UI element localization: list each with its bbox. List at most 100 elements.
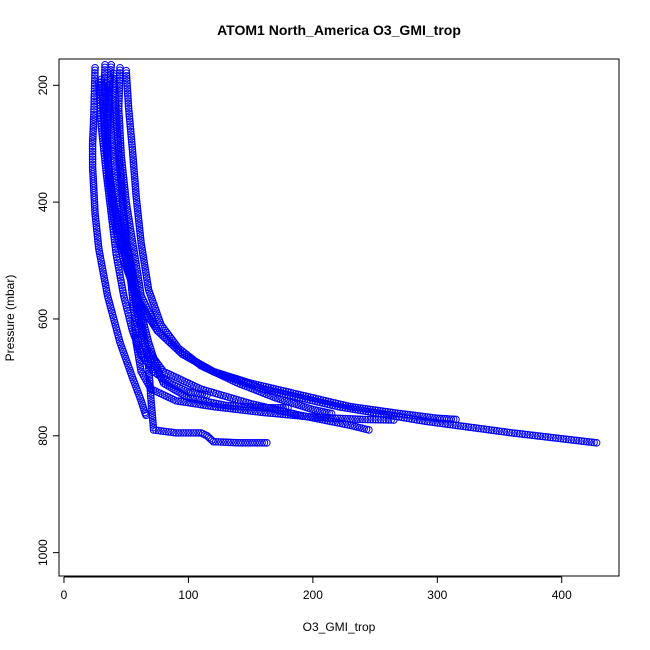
data-point — [401, 410, 409, 419]
data-point — [131, 185, 140, 193]
data-point — [528, 431, 537, 440]
data-point — [107, 128, 116, 136]
data-point — [149, 426, 158, 434]
data-point — [89, 115, 98, 124]
x-tick-label: 100 — [178, 588, 198, 602]
data-point — [135, 224, 144, 233]
data-point — [111, 96, 119, 105]
data-point — [127, 135, 136, 144]
data-point — [365, 426, 373, 434]
data-point — [108, 220, 117, 228]
data-point — [147, 399, 156, 407]
data-point — [388, 408, 397, 417]
data-point — [109, 145, 117, 154]
data-point — [379, 416, 388, 424]
data-point — [96, 104, 105, 112]
data-point — [416, 412, 424, 420]
data-point — [106, 202, 115, 210]
data-point — [389, 416, 398, 424]
data-point — [539, 432, 547, 441]
data-point — [135, 222, 144, 230]
data-point — [89, 120, 98, 129]
data-point — [105, 96, 114, 104]
data-point — [152, 426, 160, 435]
data-point — [89, 132, 97, 141]
data-point — [112, 116, 121, 125]
data-point — [406, 411, 414, 419]
data-point — [91, 69, 99, 77]
data-point — [182, 429, 190, 437]
data-point — [497, 427, 506, 436]
data-point — [391, 409, 399, 417]
data-point — [112, 177, 121, 186]
data-point — [138, 244, 146, 252]
data-point — [105, 88, 113, 97]
data-point — [258, 439, 266, 447]
data-point — [126, 125, 135, 133]
data-point — [172, 396, 180, 405]
data-point — [88, 158, 97, 166]
data-point — [112, 174, 121, 183]
data-point — [122, 74, 131, 83]
data-point — [159, 379, 168, 388]
data-point — [89, 130, 97, 138]
data-point — [149, 418, 157, 427]
data-point — [106, 115, 115, 124]
data-point — [107, 210, 116, 218]
data-point — [241, 439, 250, 447]
data-point — [387, 416, 395, 424]
data-point — [139, 253, 148, 262]
data-point — [111, 104, 120, 112]
data-point — [179, 429, 188, 437]
data-point — [113, 179, 121, 188]
data-point — [99, 142, 108, 150]
data-point — [94, 242, 103, 251]
data-point — [485, 425, 493, 434]
data-point — [373, 406, 382, 415]
data-point — [110, 87, 119, 95]
data-point — [505, 428, 514, 437]
data-point — [101, 164, 110, 172]
data-point — [130, 165, 138, 174]
data-point — [119, 219, 128, 227]
data-point — [113, 256, 121, 264]
data-point — [115, 150, 123, 159]
data-point — [95, 88, 104, 97]
x-tick-label: 300 — [427, 588, 447, 602]
data-point — [125, 107, 133, 116]
data-point — [139, 251, 147, 260]
data-point — [110, 79, 119, 88]
data-point — [172, 386, 180, 395]
data-point — [226, 401, 235, 410]
data-point — [177, 397, 185, 406]
data-point — [587, 438, 596, 447]
data-point — [266, 403, 275, 412]
data-point — [89, 125, 98, 133]
data-point — [98, 129, 106, 138]
data-point — [106, 199, 114, 208]
data-point — [112, 172, 120, 181]
data-point — [140, 261, 149, 269]
data-point — [172, 429, 180, 437]
data-point — [88, 150, 97, 158]
data-point — [104, 187, 113, 195]
data-point — [101, 156, 109, 165]
x-axis-label: O3_GMI_trop — [303, 620, 376, 634]
data-point — [382, 416, 390, 424]
data-point — [97, 124, 106, 133]
data-point — [110, 157, 119, 166]
data-point — [89, 127, 97, 136]
data-point — [366, 405, 374, 414]
data-point — [100, 149, 108, 158]
data-point — [106, 108, 115, 117]
data-point — [281, 403, 290, 412]
data-point — [135, 219, 143, 228]
data-point — [132, 197, 141, 205]
data-point — [101, 159, 110, 167]
data-point — [117, 209, 126, 217]
data-point — [124, 99, 133, 108]
data-point — [137, 236, 145, 245]
data-point — [107, 120, 115, 129]
data-point — [477, 424, 486, 433]
data-point — [88, 155, 97, 164]
